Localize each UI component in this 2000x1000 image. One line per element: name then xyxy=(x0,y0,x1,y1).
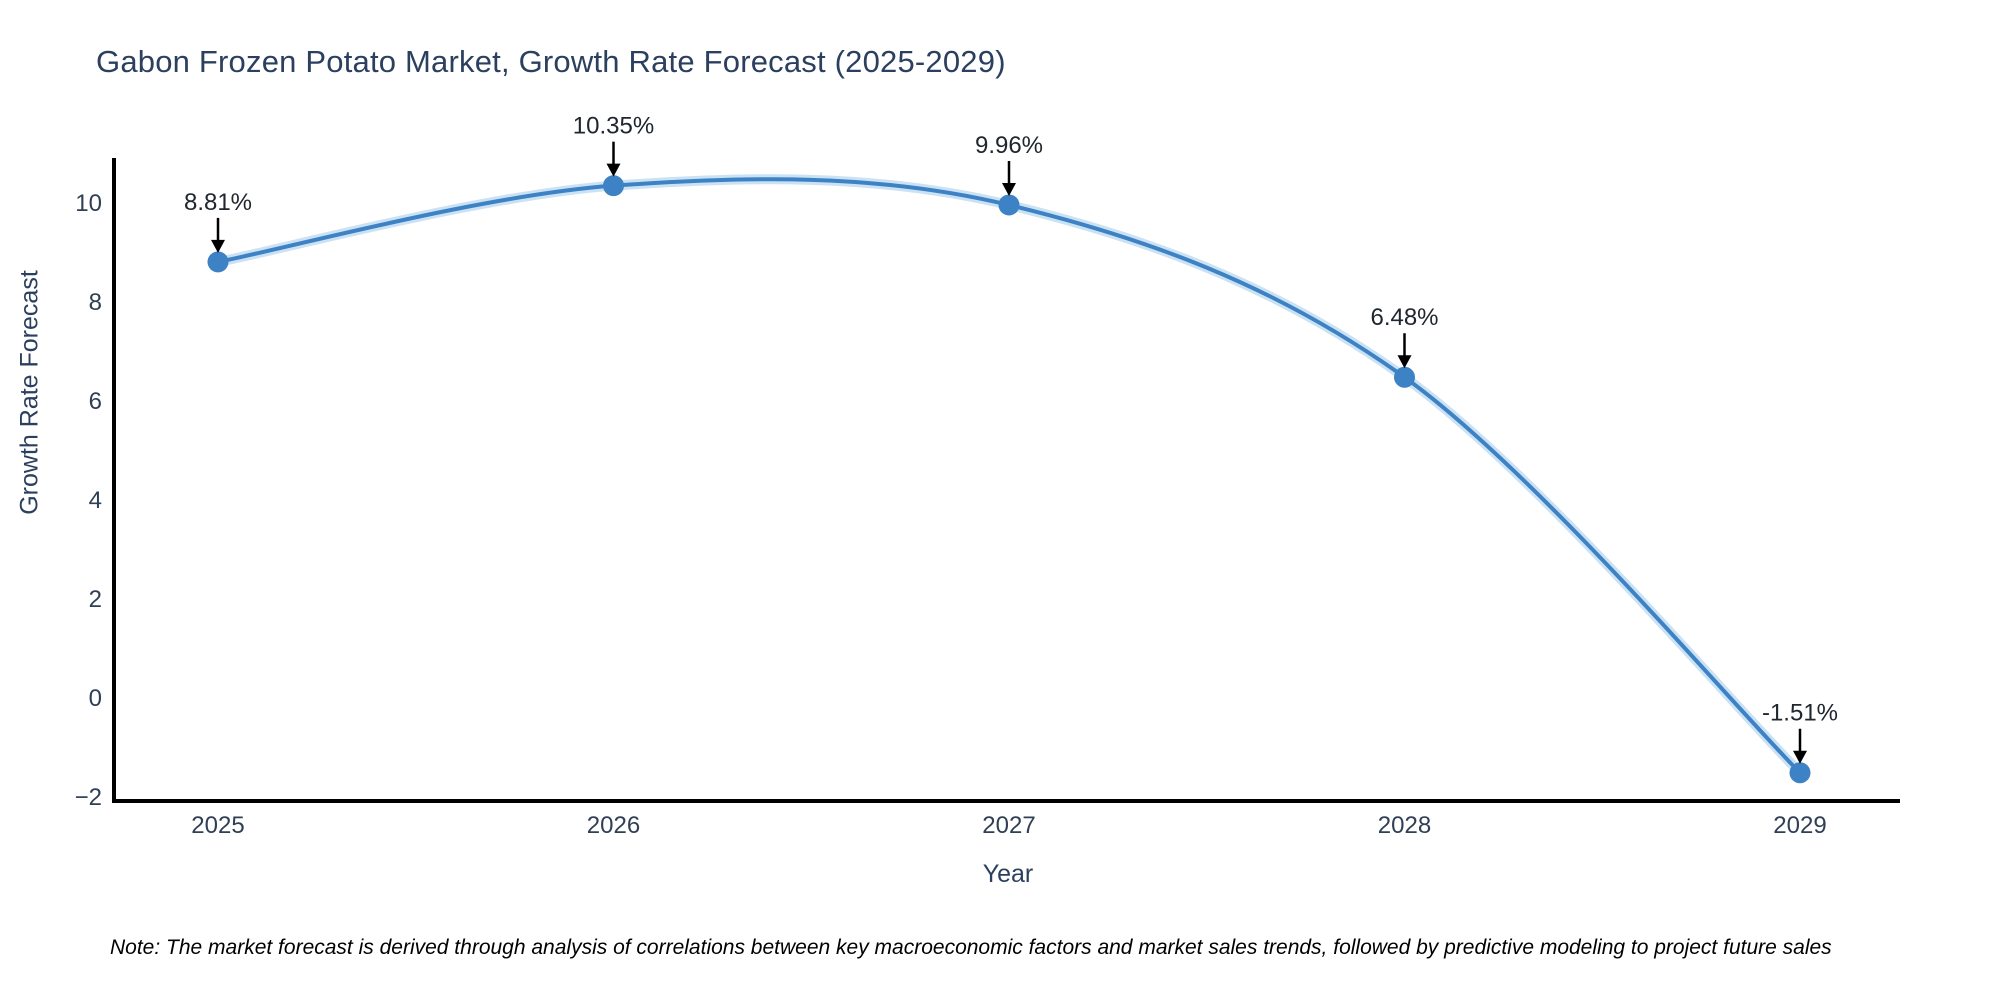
x-tick-label: 2028 xyxy=(1378,812,1431,839)
data-point-marker[interactable] xyxy=(998,194,1020,216)
annotation-label: 6.48% xyxy=(1370,304,1438,331)
series-line xyxy=(216,177,1802,775)
x-tick-label: 2025 xyxy=(191,812,244,839)
x-axis-title: Year xyxy=(982,860,1034,888)
annotation-arrowhead xyxy=(606,163,621,177)
x-tick-label: 2029 xyxy=(1773,812,1826,839)
annotation-label: -1.51% xyxy=(1762,700,1838,727)
y-tick-label: −2 xyxy=(75,784,102,811)
y-axis-title: Growth Rate Forecast xyxy=(15,270,44,515)
data-point-marker[interactable] xyxy=(207,251,229,273)
annotation-arrowhead xyxy=(1002,182,1016,196)
annotation-label: 9.96% xyxy=(975,132,1043,159)
y-tick-label: 4 xyxy=(89,487,102,514)
y-tick-label: 10 xyxy=(75,190,102,217)
x-tick-label: 2026 xyxy=(587,812,640,839)
footnote: Note: The market forecast is derived thr… xyxy=(110,936,1832,959)
y-tick-label: 8 xyxy=(89,289,102,316)
axis-lines xyxy=(112,158,1900,803)
y-tick-label: 2 xyxy=(89,586,102,613)
annotation-label: 10.35% xyxy=(573,113,654,140)
annotation-arrowhead xyxy=(1793,750,1807,764)
data-point-marker[interactable] xyxy=(1394,366,1415,388)
data-point-marker[interactable] xyxy=(603,175,624,197)
chart-title: Gabon Frozen Potato Market, Growth Rate … xyxy=(96,44,1006,79)
x-tick-label: 2027 xyxy=(982,812,1035,839)
annotation-label: 8.81% xyxy=(184,189,252,216)
y-tick-label: 6 xyxy=(89,388,102,415)
y-tick-label: 0 xyxy=(89,685,102,712)
series-line-halo xyxy=(213,174,1805,778)
annotation-arrowhead xyxy=(211,239,225,253)
annotation-arrowhead xyxy=(1397,355,1412,369)
data-point-marker[interactable] xyxy=(1789,762,1811,784)
